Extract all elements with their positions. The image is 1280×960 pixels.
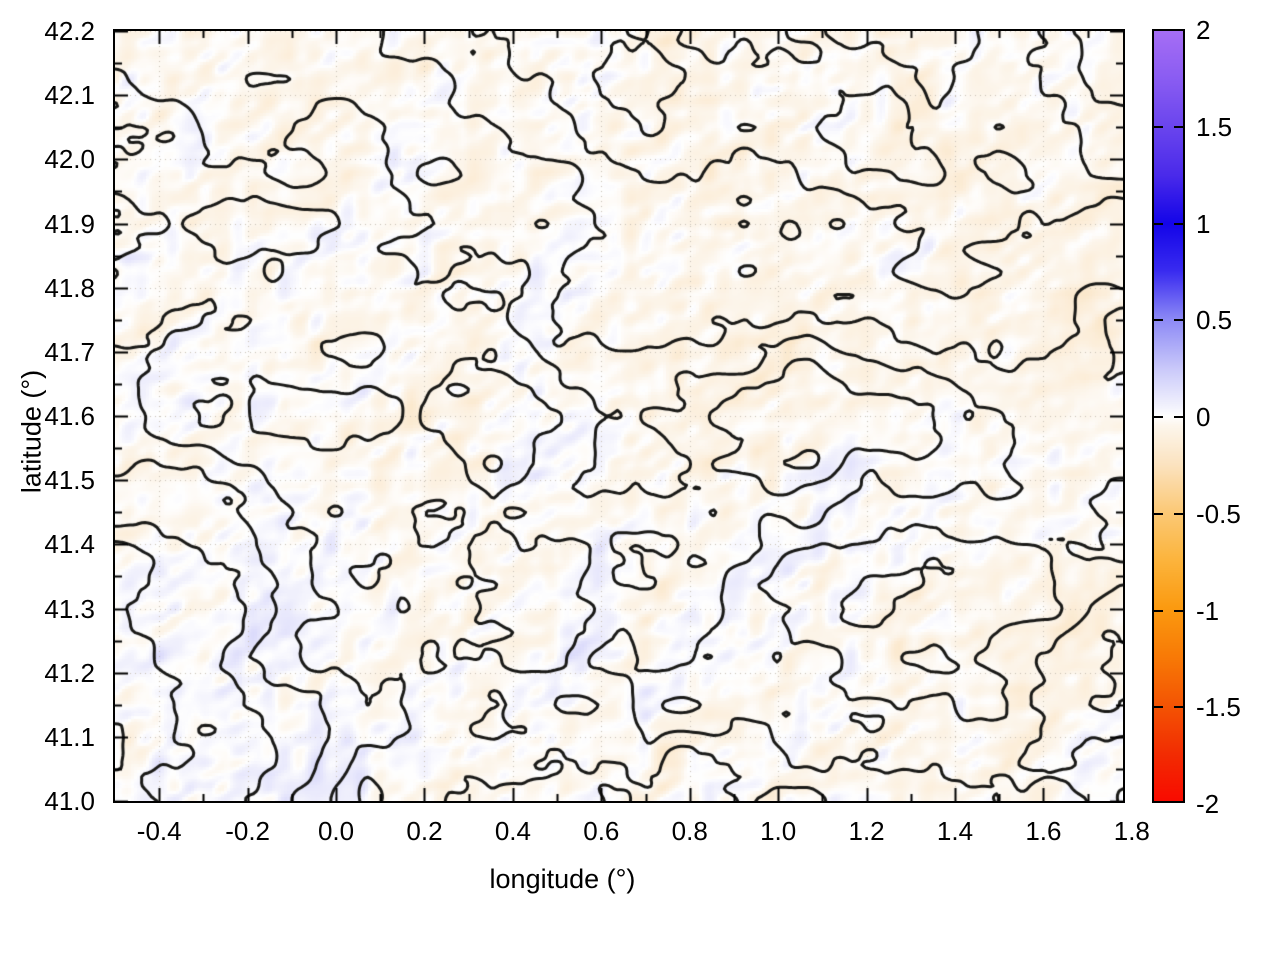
longitude-tick-label: 1.8 (1113, 816, 1150, 846)
colorbar-tick-label: 1.5 (1196, 111, 1233, 142)
colorbar-tick-label: -1.5 (1196, 692, 1241, 723)
x-axis-title: longitude (°) (489, 864, 636, 894)
longitude-tick-label: 0.4 (494, 816, 531, 846)
latitude-tick-label: 41.8 (44, 272, 95, 303)
colorbar-tick-mark (1174, 416, 1184, 418)
latitude-tick-label: 42.1 (44, 80, 95, 111)
latitude-tick-label: 41.2 (44, 657, 95, 688)
latitude-tick-label: 41.5 (44, 465, 95, 496)
colorbar-tick-mark (1174, 512, 1184, 515)
latitude-tick-label: 42.0 (44, 144, 95, 175)
colorbar-tick-mark (1174, 609, 1184, 612)
colorbar-tick-mark (1153, 125, 1163, 128)
colorbar-tick-label: -2 (1196, 789, 1220, 819)
colorbar-tick-mark (1174, 222, 1184, 225)
longitude-tick-label: 1.6 (1025, 816, 1062, 846)
longitude-tick-label: 0.0 (317, 816, 355, 846)
latitude-tick-label: 41.9 (44, 208, 95, 239)
colorbar-tick-mark (1153, 416, 1163, 418)
longitude-tick-label: 1.4 (936, 816, 974, 846)
colorbar-tick-label: -1 (1196, 595, 1220, 626)
longitude-tick-label: -0.4 (136, 816, 182, 846)
colorbar-tick-mark (1174, 319, 1184, 322)
colorbar-tick-label: -0.5 (1196, 498, 1241, 529)
colorbar-tick-mark (1153, 222, 1163, 225)
latitude-tick-label: 41.3 (44, 593, 95, 624)
colorbar-tick-label: 2 (1196, 15, 1211, 45)
colorbar-tick-label: 0 (1196, 402, 1211, 432)
colorbar-tick-mark (1153, 609, 1163, 612)
latitude-tick-label: 41.0 (44, 786, 95, 816)
longitude-tick-label: 0.8 (671, 816, 708, 846)
colorbar-tick-label: 0.5 (1196, 305, 1233, 336)
latitude-tick-label: 41.6 (44, 401, 95, 431)
y-axis-title: latitude (°) (16, 369, 47, 494)
colorbar-tick-mark (1153, 512, 1163, 515)
colorbar-tick-mark (1153, 706, 1163, 709)
longitude-tick-label: 1.0 (760, 816, 797, 846)
colorbar-tick-label: 1 (1196, 208, 1211, 239)
longitude-tick-label: -0.2 (225, 816, 271, 846)
colorbar-tick-mark (1153, 319, 1163, 322)
plot-area (113, 29, 1125, 803)
latitude-tick-label: 41.1 (44, 721, 95, 752)
latitude-tick-label: 41.7 (44, 336, 95, 367)
latitude-tick-label: 41.4 (44, 529, 95, 560)
longitude-tick-label: 0.6 (583, 816, 620, 846)
latitude-tick-label: 42.2 (44, 16, 95, 46)
longitude-tick-label: 1.2 (848, 816, 885, 846)
longitude-tick-label: 0.2 (406, 816, 443, 846)
colorbar-tick-mark (1174, 706, 1184, 709)
colorbar-tick-mark (1174, 125, 1184, 128)
wind-speed-heatmap-canvas (115, 31, 1123, 801)
